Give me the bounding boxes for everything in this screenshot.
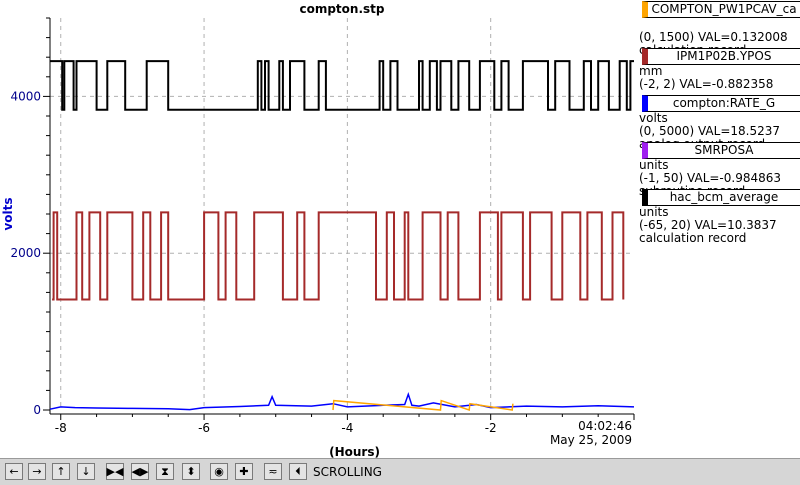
scroll-left-icon: ⏴	[295, 465, 301, 478]
legend-units: units	[639, 158, 669, 172]
legend-pv-name[interactable]: IPM1P02B.YPOS	[642, 48, 800, 65]
legend-rtype: calculation record	[639, 231, 747, 245]
arrow-left-icon: ←	[9, 465, 19, 478]
chart-title: compton.stp	[299, 2, 384, 16]
legend-pv-name[interactable]: SMRPOSA	[642, 142, 800, 159]
plot-area[interactable]: compton.stp 0 2000 4000 -8 -6 -4 -2 (Hours) volts…	[0, 0, 800, 458]
arrow-up-icon: ↑	[56, 465, 66, 478]
series-line-3	[332, 399, 514, 412]
arrow-right-icon: →	[32, 465, 42, 478]
legend-range: (-65, 20) VAL=10.3837	[639, 218, 777, 232]
legend-entry[interactable]: COMPTON_PW1PCAV_ca (0, 1500) VAL=0.132008…	[639, 0, 800, 57]
arrow-right-button[interactable]: →	[28, 463, 46, 480]
series-line-1	[52, 211, 625, 301]
legend-units: units	[639, 205, 669, 219]
legend-entry[interactable]: hac_bcm_average units (-65, 20) VAL=10.383…	[639, 188, 800, 245]
zoom-in-y-button[interactable]: ⧗	[156, 463, 174, 480]
plus-icon: ✚	[239, 465, 249, 478]
y-tick-label: 0	[33, 403, 41, 417]
scroll-left-button[interactable]: ⏴	[289, 463, 307, 480]
scale-button[interactable]: ≂	[264, 463, 282, 480]
x-tick-label: -6	[198, 421, 210, 435]
legend-range: (0, 5000) VAL=18.5237	[639, 124, 780, 138]
y-tick-label: 2000	[10, 246, 41, 260]
scrolling-mode-label: SCROLLING	[313, 465, 382, 479]
y-tick-label: 4000	[10, 89, 41, 103]
arrow-up-button[interactable]: ↑	[52, 463, 70, 480]
zoom-in-x-button[interactable]: ▶◀	[106, 463, 124, 480]
zoom-out-y-icon: ⬍	[186, 465, 196, 478]
record-icon: ◉	[214, 465, 224, 478]
series-line-0	[50, 60, 634, 111]
y-axis-label: volts	[1, 197, 15, 230]
legend-range: (-1, 50) VAL=-0.984863	[639, 171, 782, 185]
arrow-down-icon: ↓	[81, 465, 91, 478]
legend-units: volts	[639, 111, 668, 125]
zoom-out-y-button[interactable]: ⬍	[182, 463, 200, 480]
legend-range: (-2, 2) VAL=-0.882358	[639, 77, 774, 91]
legend-pv-name[interactable]: COMPTON_PW1PCAV_ca	[642, 1, 800, 18]
zoom-out-x-icon: ◀▶	[131, 465, 149, 478]
legend: COMPTON_PW1PCAV_ca (0, 1500) VAL=0.132008…	[639, 0, 800, 245]
x-tick-label: -8	[55, 421, 67, 435]
x-tick-label: -4	[341, 421, 353, 435]
record-button[interactable]: ◉	[210, 463, 228, 480]
end-date-label: May 25, 2009	[550, 433, 632, 447]
zoom-out-x-button[interactable]: ◀▶	[131, 463, 149, 480]
scale-icon: ≂	[268, 465, 278, 478]
legend-pv-name[interactable]: compton:RATE_G	[642, 95, 800, 112]
zoom-in-y-icon: ⧗	[161, 465, 169, 478]
toolbar: ← → ↑ ↓ ▶◀ ◀▶ ⧗ ⬍ ◉ ✚ ≂ ⏴ SCROLLING	[0, 458, 800, 485]
legend-units: mm	[639, 64, 663, 78]
legend-pv-name[interactable]: hac_bcm_average	[642, 189, 800, 206]
x-tick-label: -2	[485, 421, 497, 435]
x-axis-label: (Hours)	[329, 445, 380, 458]
plus-button[interactable]: ✚	[235, 463, 253, 480]
legend-range: (0, 1500) VAL=0.132008	[639, 30, 788, 44]
zoom-in-x-icon: ▶◀	[106, 465, 124, 478]
arrow-left-button[interactable]: ←	[5, 463, 23, 480]
legend-entry[interactable]: compton:RATE_G volts (0, 5000) VAL=18.5237…	[639, 94, 800, 151]
legend-entry[interactable]: IPM1P02B.YPOS mm (-2, 2) VAL=-0.882358	[639, 47, 800, 94]
arrow-down-button[interactable]: ↓	[77, 463, 95, 480]
end-time-label: 04:02:46	[578, 419, 632, 433]
